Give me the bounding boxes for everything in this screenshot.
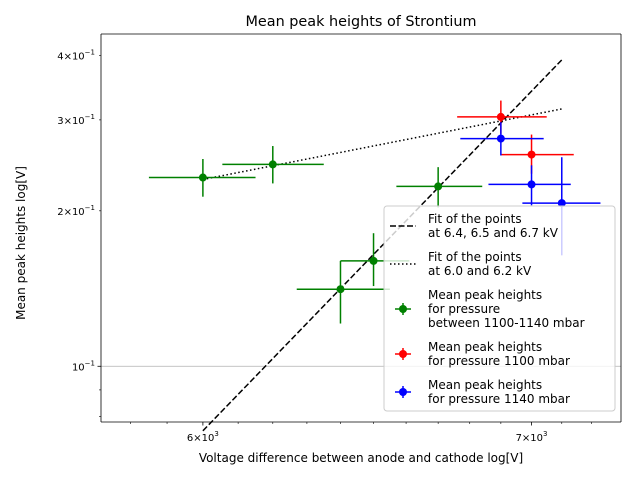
data-point-series-2 <box>527 150 536 159</box>
legend-label: for pressure <box>428 302 500 316</box>
legend-label: for pressure 1140 mbar <box>428 392 570 406</box>
chart-title: Mean peak heights of Strontium <box>246 14 477 30</box>
y-axis-label: Mean peak heights log[V] <box>14 166 28 320</box>
data-point-series-2 <box>496 112 505 121</box>
legend-swatch-marker <box>399 388 407 396</box>
data-point-series-3 <box>527 180 536 189</box>
legend-swatch-marker <box>399 305 407 313</box>
y-tick-label: 2×10−1 <box>57 204 95 218</box>
data-point-series-1 <box>336 285 345 294</box>
legend-swatch-marker <box>399 350 407 358</box>
data-point-series-1 <box>268 160 277 169</box>
legend-label: at 6.4, 6.5 and 6.7 kV <box>428 226 559 240</box>
legend-label: at 6.0 and 6.2 kV <box>428 264 532 278</box>
legend-frame <box>383 205 616 412</box>
fit-line-1 <box>202 59 563 432</box>
y-tick-label: 3×10−1 <box>57 113 95 127</box>
legend-label: Mean peak heights <box>428 340 542 354</box>
data-point-series-1 <box>198 173 207 182</box>
y-tick-label: 10−1 <box>72 359 95 373</box>
legend-label: between 1100-1140 mbar <box>428 316 585 330</box>
x-tick-label: 7×103 <box>516 430 548 444</box>
plot-area: 6×103 7×103 10−1 2×10−1 3×10−1 4×10−1 <box>57 33 622 444</box>
legend-label: Fit of the points <box>428 212 522 226</box>
legend-label: Mean peak heights <box>428 378 542 392</box>
x-axis-label: Voltage difference between anode and cat… <box>199 451 523 465</box>
y-tick-label: 4×10−1 <box>57 48 95 62</box>
data-point-series-1 <box>369 256 378 265</box>
legend-label: for pressure 1100 mbar <box>428 354 570 368</box>
data-point-series-3 <box>557 199 566 208</box>
legend-label: Mean peak heights <box>428 288 542 302</box>
x-tick-label: 6×103 <box>187 430 219 444</box>
data-point-series-1 <box>434 182 443 191</box>
legend-label: Fit of the points <box>428 250 522 264</box>
data-point-series-3 <box>496 134 505 143</box>
